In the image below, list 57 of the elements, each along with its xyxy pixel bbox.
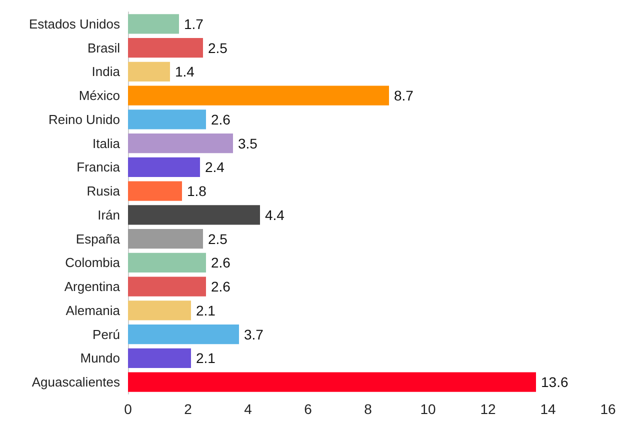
bar bbox=[128, 157, 200, 177]
data-label: 3.5 bbox=[238, 135, 258, 152]
bar bbox=[128, 348, 191, 368]
data-label: 2.5 bbox=[208, 230, 228, 247]
y-tick-label: España bbox=[76, 231, 121, 246]
y-tick-label: Brasil bbox=[87, 40, 120, 56]
x-tick-label: 10 bbox=[420, 401, 436, 417]
y-tick-label: Mundo bbox=[80, 350, 120, 366]
bar bbox=[128, 181, 182, 201]
bar bbox=[128, 86, 389, 106]
x-tick-label: 12 bbox=[480, 401, 496, 417]
bar bbox=[128, 205, 260, 225]
data-label: 13.6 bbox=[541, 374, 568, 390]
x-tick-label: 2 bbox=[184, 401, 192, 417]
y-tick-label: Francia bbox=[76, 160, 121, 175]
x-tick-label: 14 bbox=[540, 401, 556, 417]
bar bbox=[128, 134, 233, 154]
data-label: 1.8 bbox=[187, 183, 207, 200]
y-tick-label: Reino Unido bbox=[48, 112, 120, 127]
x-tick-label: 4 bbox=[244, 401, 252, 417]
y-tick-label: Colombia bbox=[65, 255, 121, 270]
bar bbox=[128, 229, 203, 249]
bar bbox=[128, 300, 191, 320]
data-label: 4.4 bbox=[265, 206, 285, 223]
y-tick-label: Irán bbox=[98, 207, 120, 222]
data-label: 2.5 bbox=[208, 40, 228, 56]
data-label: 8.7 bbox=[394, 88, 414, 104]
bar bbox=[128, 324, 239, 344]
y-tick-label: Estados Unidos bbox=[28, 16, 120, 32]
data-label: 2.1 bbox=[196, 350, 216, 366]
bar bbox=[128, 110, 206, 130]
bar bbox=[128, 372, 536, 392]
data-label: 3.7 bbox=[244, 326, 264, 342]
data-label: 2.6 bbox=[211, 111, 231, 128]
y-tick-label: Perú bbox=[92, 326, 120, 342]
data-label: 2.4 bbox=[205, 159, 225, 176]
data-label: 1.4 bbox=[175, 64, 195, 80]
x-tick-label: 6 bbox=[304, 401, 312, 417]
y-tick-label: Argentina bbox=[64, 279, 121, 294]
data-label: 2.6 bbox=[211, 254, 231, 271]
y-tick-label: México bbox=[78, 88, 120, 104]
data-label: 1.7 bbox=[184, 16, 204, 32]
x-tick-label: 0 bbox=[124, 401, 132, 417]
bar bbox=[128, 62, 170, 82]
bar bbox=[128, 252, 206, 272]
bar bbox=[128, 38, 203, 58]
y-tick-label: Rusia bbox=[86, 184, 121, 199]
x-tick-label: 16 bbox=[600, 401, 616, 417]
data-label: 2.1 bbox=[196, 302, 216, 318]
data-label: 2.6 bbox=[211, 278, 231, 295]
y-tick-label: Italia bbox=[92, 136, 121, 151]
x-tick-label: 8 bbox=[364, 401, 372, 417]
y-tick-label: India bbox=[92, 64, 121, 80]
bar bbox=[128, 276, 206, 296]
bar bbox=[128, 14, 179, 34]
y-tick-label: Aguascalientes bbox=[32, 374, 120, 390]
y-tick-label: Alemania bbox=[66, 302, 121, 318]
